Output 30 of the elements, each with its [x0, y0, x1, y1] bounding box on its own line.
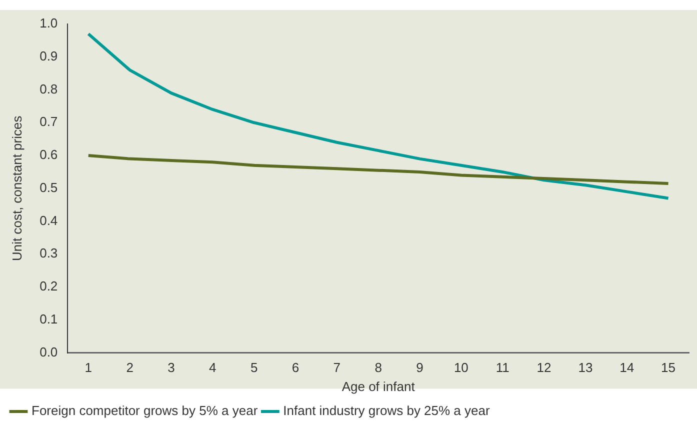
x-tick-label: 1 [84, 360, 92, 376]
legend-label: Foreign competitor grows by 5% a year [32, 403, 258, 418]
y-tick-label: 0.6 [40, 147, 58, 162]
x-tick-label: 15 [661, 360, 676, 376]
x-tick-label: 8 [374, 360, 382, 376]
y-tick-label: 1.0 [40, 16, 58, 31]
x-tick-label: 3 [168, 360, 175, 376]
y-tick-label: 0.3 [40, 246, 58, 261]
x-tick-label: 2 [126, 360, 134, 376]
x-axis-title: Age of infant [342, 378, 416, 394]
y-tick-label: 0.9 [40, 48, 58, 64]
x-tick-label: 9 [416, 360, 424, 376]
legend-label: Infant industry grows by 25% a year [283, 403, 490, 418]
x-tick-label: 5 [250, 360, 258, 376]
x-tick-label: 11 [496, 360, 510, 376]
y-tick-label: 0.0 [40, 344, 58, 360]
x-tick-label: 14 [620, 360, 634, 376]
x-tick-label: 13 [578, 360, 593, 376]
y-tick-label: 0.7 [40, 114, 58, 130]
x-tick-label: 10 [454, 360, 468, 376]
x-tick-label: 7 [333, 360, 341, 376]
y-tick-label: 0.5 [40, 180, 58, 195]
y-tick-label: 0.1 [40, 312, 58, 326]
x-tick-label: 4 [209, 360, 216, 376]
y-tick-label: 0.8 [40, 81, 58, 96]
y-tick-label: 0.4 [40, 212, 58, 228]
y-axis-title: Unit cost, constant prices [9, 115, 24, 262]
y-tick-label: 0.2 [40, 278, 58, 294]
x-tick-label: 12 [536, 360, 552, 376]
x-tick-label: 6 [292, 360, 300, 376]
